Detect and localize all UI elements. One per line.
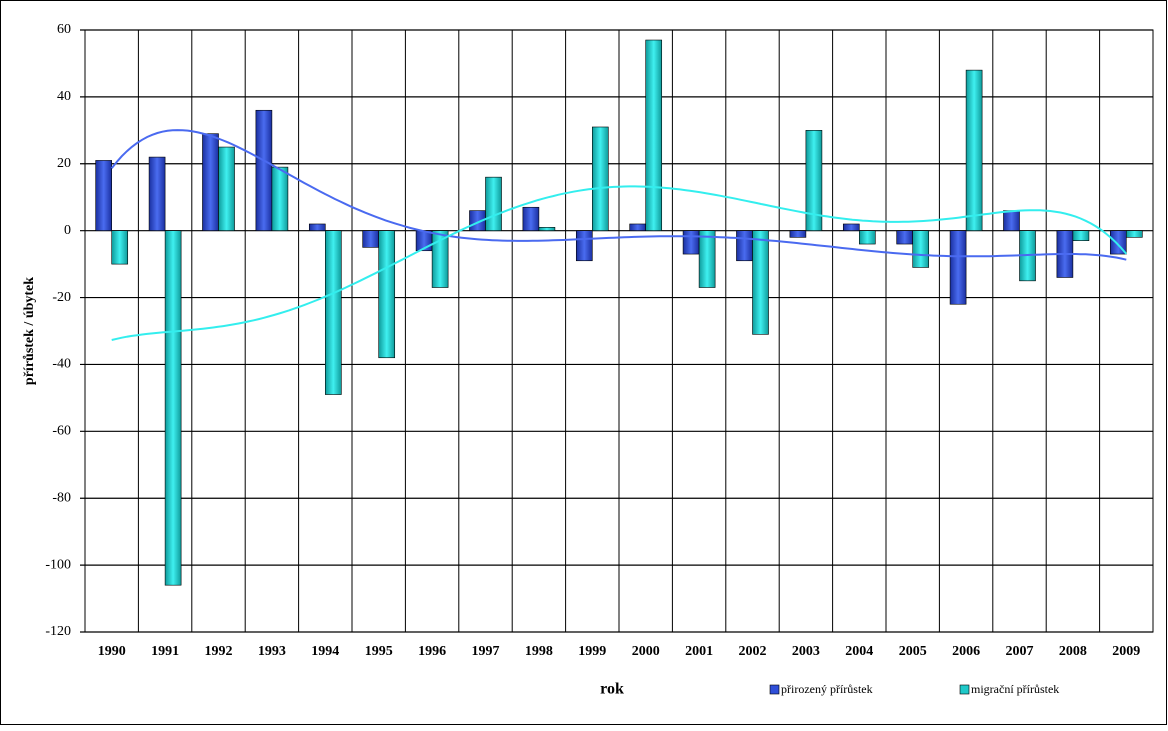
- bar: [591, 126, 609, 231]
- x-tick-label: 1994: [311, 644, 339, 659]
- bar: [858, 230, 876, 245]
- x-tick-label: 2003: [792, 644, 820, 659]
- x-tick-label: 1995: [365, 644, 393, 659]
- x-tick-label: 2009: [1112, 644, 1140, 659]
- bar: [805, 130, 823, 231]
- x-tick-label: 1997: [472, 644, 500, 659]
- x-tick-label: 1998: [525, 644, 553, 659]
- trendline: [111, 185, 1128, 341]
- x-tick-label: 2006: [952, 644, 980, 659]
- trendline: [110, 129, 1127, 261]
- x-tick-label: 1999: [578, 644, 606, 659]
- bar: [912, 230, 930, 268]
- bar: [271, 166, 289, 231]
- bar: [896, 230, 913, 245]
- bar: [736, 230, 753, 262]
- x-axis-label: rok: [600, 681, 624, 698]
- bar: [538, 227, 556, 231]
- x-tick-label: 1996: [418, 644, 446, 659]
- x-tick-label: 1990: [98, 644, 126, 659]
- y-tick-label: -20: [52, 290, 71, 305]
- legend-label: migrační přírůstek: [971, 682, 1059, 696]
- bar: [752, 230, 769, 335]
- bar: [202, 133, 219, 231]
- bar: [1072, 230, 1090, 242]
- y-tick-label: -100: [45, 557, 71, 572]
- x-tick-label: 1993: [258, 644, 286, 659]
- bar: [1126, 230, 1143, 238]
- legend-swatch: [769, 684, 780, 695]
- bar: [682, 230, 700, 255]
- x-tick-label: 2005: [899, 644, 927, 659]
- bar: [378, 230, 396, 359]
- legend-label: přirozený přírůstek: [781, 682, 873, 696]
- x-tick-label: 2007: [1006, 644, 1034, 659]
- bar: [645, 39, 663, 231]
- x-tick-label: 1991: [151, 644, 179, 659]
- y-tick-label: -40: [52, 357, 71, 372]
- bar: [698, 230, 716, 288]
- bar: [164, 230, 182, 586]
- bar: [1003, 210, 1020, 231]
- x-tick-label: 2008: [1059, 644, 1087, 659]
- x-tick-label: 1992: [205, 644, 233, 659]
- y-tick-label: 60: [57, 22, 71, 37]
- bar: [218, 146, 235, 231]
- bar: [949, 230, 967, 305]
- bar: [362, 230, 379, 248]
- x-tick-label: 2004: [845, 644, 873, 659]
- y-tick-label: 20: [57, 156, 71, 171]
- y-tick-label: 0: [64, 223, 71, 238]
- bar: [485, 176, 502, 231]
- bar: [308, 223, 326, 231]
- bar: [431, 230, 449, 288]
- y-tick-label: 40: [57, 89, 71, 104]
- legend-swatch: [959, 684, 970, 695]
- bar: [148, 156, 166, 231]
- x-tick-label: 2000: [632, 644, 660, 659]
- bar: [95, 160, 113, 231]
- bar: [629, 223, 646, 231]
- y-tick-label: -60: [52, 424, 71, 439]
- y-tick-label: -120: [45, 624, 71, 639]
- bar: [789, 230, 807, 238]
- bar: [111, 230, 129, 265]
- x-tick-label: 2001: [685, 644, 713, 659]
- bar: [965, 69, 983, 231]
- bar: [324, 230, 342, 395]
- x-tick-label: 2002: [739, 644, 767, 659]
- bar: [255, 109, 273, 231]
- y-tick-label: -80: [52, 490, 71, 505]
- bar: [575, 230, 593, 262]
- y-axis-label: přírůstek / úbytek: [22, 277, 37, 385]
- bar: [522, 206, 540, 231]
- bar: [842, 223, 860, 231]
